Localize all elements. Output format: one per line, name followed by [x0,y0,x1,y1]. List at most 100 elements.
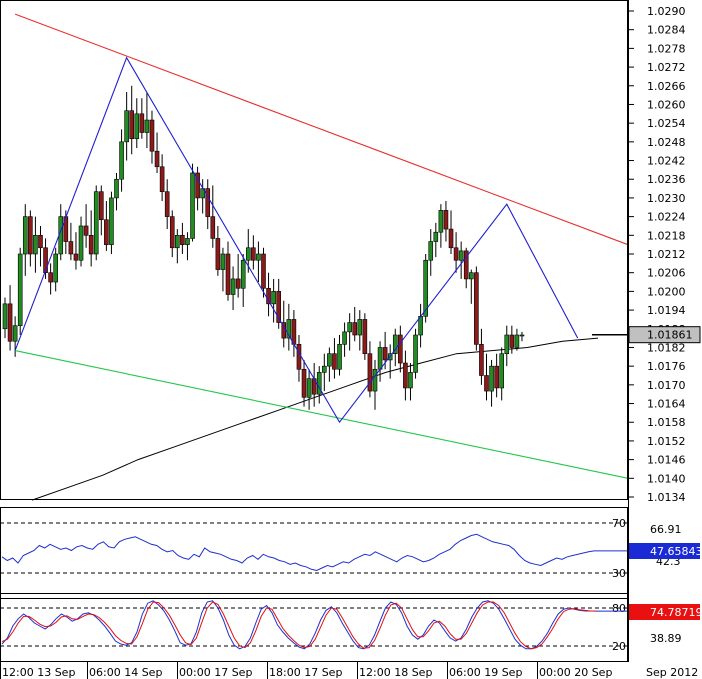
main-frame [0,0,628,500]
candle-body [382,347,388,361]
stochastic-value-label: 74.78719 [650,606,702,619]
candle-body [195,172,200,199]
candle [463,247,469,289]
resistance-trendline [14,13,629,246]
candle [38,225,43,267]
candle [428,229,434,276]
candle-body [377,347,383,370]
candle [17,247,23,335]
candle-body [474,272,479,345]
candle-body [2,303,8,330]
candle [139,98,145,139]
candle-body [98,191,104,221]
candle-body [392,334,398,354]
candle [337,335,342,376]
price-tick-label: 1.0260 [647,98,686,111]
panel-frames [0,0,629,662]
candle-body [286,319,292,339]
candle-body [413,334,418,373]
candle-body [458,250,464,261]
candle-body [256,253,261,261]
candle [215,225,221,276]
candle-body [504,334,510,354]
candle [256,241,261,283]
candle [180,222,185,254]
trendline-layer [14,13,629,479]
candle [28,210,33,267]
candle [352,306,358,342]
candle-body [185,238,190,245]
candle [190,163,195,242]
candle-body [124,110,129,143]
stochastic-d-line [1,601,596,650]
stochastic-level-label: 80 [612,602,626,615]
price-tick-label: 1.0224 [647,211,686,224]
candle [423,254,428,323]
price-tick-label: 1.0266 [647,80,686,93]
candle [68,222,74,261]
candle [154,132,160,173]
candle-body [362,319,368,354]
stochastic-value-box [629,604,700,620]
candle [458,241,464,279]
candle [342,322,347,357]
candle-body [479,344,484,376]
candle [301,359,307,407]
candle [362,313,368,360]
candle [509,325,515,354]
candle [372,359,378,410]
price-tick-label: 1.0146 [647,454,686,467]
candle-body [169,216,175,249]
time-tick-label: 18:00 17 Sep [269,666,342,679]
candle [230,266,236,311]
candle [504,325,510,367]
candle [251,235,256,270]
current-price-marker: 1.01861 [592,326,701,344]
candle [499,347,505,401]
candle-body [372,368,378,392]
candle-body [251,247,256,261]
candle-body [443,210,449,230]
time-tick-label: 12:00 13 Sep [2,666,75,679]
time-tick-label: 00:00 20 Sep [539,666,612,679]
stochastic-frame [0,593,628,662]
rsi-level-label: 30 [612,567,626,580]
price-tick-label: 1.0164 [647,398,686,411]
candle-body [53,253,58,283]
candle [169,210,175,258]
candle [7,285,13,351]
price-tick-label: 1.0248 [647,136,686,149]
candle [403,350,408,401]
candle [33,216,38,273]
rsi-line [1,533,595,572]
candle-body [276,291,281,323]
candle [519,331,525,342]
candle-body [33,235,38,255]
candle [408,363,413,401]
candle-body [215,238,221,270]
candle-body [144,119,150,133]
candle-body [38,235,43,249]
candle [443,201,449,242]
candle [266,272,271,317]
candle [104,201,109,251]
price-tick-label: 1.0200 [647,285,686,298]
price-tick-label: 1.0140 [647,472,686,485]
price-tick-label: 1.0194 [647,304,686,317]
stochastic-aux-label: 38.89 [650,632,682,645]
candle-body [519,334,525,337]
price-tick-label: 1.0170 [647,379,686,392]
candle-body [514,334,520,348]
rsi-frame [0,507,628,599]
time-tick-label: 06:00 14 Sep [89,666,162,679]
candle [347,313,352,351]
candle [175,229,180,264]
candle [2,297,8,339]
candle-body [48,272,53,283]
candle [382,331,388,370]
candle-body [139,113,145,133]
candle-body [225,253,231,295]
candle-body [271,291,276,305]
candle-body [484,375,489,392]
